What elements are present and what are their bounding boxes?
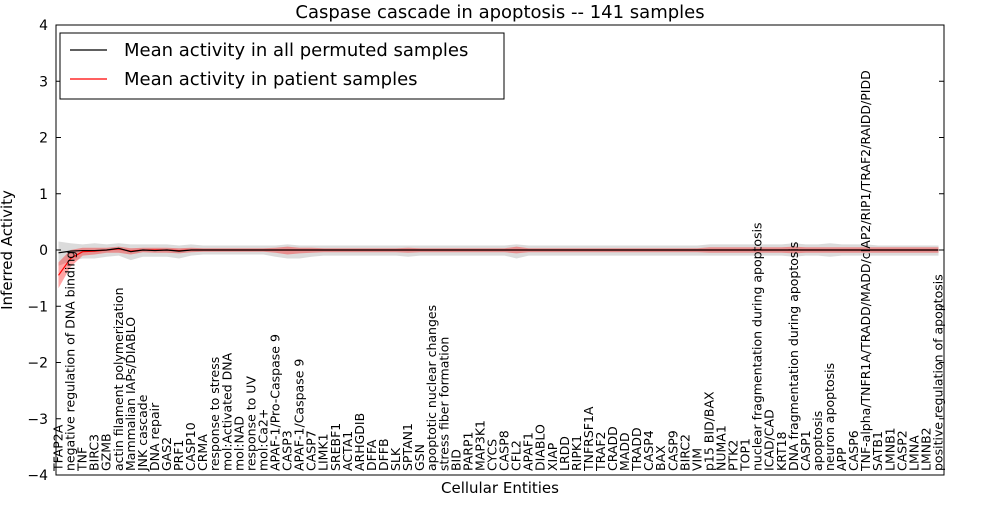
x-tick-label: APAF1: [521, 432, 536, 471]
x-tick-label: ACTA1: [340, 431, 355, 471]
y-tick-label: −1: [27, 299, 48, 315]
x-tick-label: TOP1: [738, 438, 753, 472]
y-tick-label: 4: [39, 18, 48, 34]
x-tick-label: mol:Activated DNA: [219, 352, 234, 471]
x-tick-label: LIMK1: [316, 433, 331, 471]
x-tick-label: GSN: [412, 444, 427, 471]
x-tick-label: NUMA1: [714, 425, 729, 471]
x-tick-label: CASP10: [183, 422, 198, 471]
y-tick-label: 1: [39, 187, 48, 203]
x-tick-label: response to UV: [243, 376, 258, 471]
x-tick-label: CFL2: [509, 440, 524, 471]
x-tick-label: PRF1: [171, 440, 186, 471]
x-tick-label: nuclear fragmentation during apoptosis: [750, 222, 765, 471]
y-axis-label: Inferred Activity: [0, 190, 16, 310]
x-tick-label: SREBF1: [328, 423, 343, 471]
x-tick-label: TNF-alpha/TNFR1A/TRADD/MADD/cIAP2/RIP1/T…: [858, 70, 873, 472]
x-tick-label: apoptotic nuclear changes: [424, 305, 439, 471]
x-tick-label: negative regulation of DNA binding: [63, 251, 78, 471]
x-tick-label: TRAF2: [593, 431, 608, 472]
y-tick-label: 2: [39, 131, 48, 147]
x-tick-label: CASP4: [641, 430, 656, 471]
x-tick-label: PARP1: [460, 432, 475, 471]
x-tick-label: LMNB2: [918, 427, 933, 471]
x-tick-label: XIAP: [545, 442, 560, 471]
y-tick-label: −4: [27, 468, 48, 484]
x-axis-label: Cellular Entities: [441, 479, 559, 497]
x-tick-label: CYCS: [484, 439, 499, 471]
x-tick-label: JNK cascade: [135, 394, 150, 472]
x-tick-label: GZMB: [99, 433, 114, 471]
x-tick-label: SPTAN1: [400, 423, 415, 471]
x-tick-label: PTK2: [726, 440, 741, 471]
x-tick-label: apoptosis: [810, 411, 825, 471]
y-ticks: −4 −3 −2 −1 0 1 2 3 4: [27, 18, 944, 484]
y-tick-label: 3: [39, 74, 48, 90]
x-tick-label: CASP3: [280, 430, 295, 471]
series-lines: [58, 247, 939, 276]
legend-box: [59, 32, 505, 100]
x-tick-label: CASP1: [798, 430, 813, 471]
x-tick-label: DFFA: [364, 439, 379, 471]
y-tick-label: 0: [39, 243, 48, 259]
x-tick-label: mol:Ca2+: [255, 409, 270, 471]
x-tick-label: DNA repair: [147, 402, 162, 471]
x-tick-label: BID: [448, 449, 463, 471]
x-tick-label: MADD: [617, 432, 632, 471]
x-tick-label: TNFRSF1A: [581, 406, 596, 472]
x-tick-label: BIRC2: [677, 434, 692, 471]
x-tick-label: DIABLO: [533, 424, 548, 471]
x-tick-label: CASP6: [846, 430, 861, 471]
x-tick-label: APAF-1/Caspase 9: [292, 359, 307, 471]
y-tick-label: −2: [27, 356, 48, 372]
band-patient: [58, 246, 939, 289]
plot-area-frame: [55, 24, 945, 476]
x-tick-label: TFAP2A: [51, 424, 66, 472]
chart-title: Caspase cascade in apoptosis -- 141 samp…: [295, 2, 704, 23]
x-tick-label: BAX: [653, 445, 668, 471]
x-tick-label: APP: [834, 447, 849, 471]
x-tick-label: response to stress: [207, 357, 222, 471]
y-tick-label: −3: [27, 412, 48, 428]
x-tick-label: CASP9: [665, 430, 680, 471]
x-tick-label: p15 BID/BAX: [701, 391, 716, 471]
x-tick-label: CASP7: [304, 430, 319, 471]
x-tick-label: LMNA: [906, 435, 921, 471]
x-tick-label: ARHGDIB: [352, 413, 367, 471]
confidence-bands: [58, 241, 939, 289]
x-tick-label: Mammalian IAPs/DIABLO: [123, 317, 138, 471]
x-tick-label: CRMA: [195, 434, 210, 471]
x-tick-label: MAP3K1: [472, 420, 487, 471]
x-tick-label: GAS2: [159, 437, 174, 471]
x-tick-label: CRADD: [605, 426, 620, 471]
x-tick-label: RIPK1: [569, 435, 584, 471]
x-tick-label: LRDD: [557, 436, 572, 471]
x-tick-label: TNF: [75, 447, 90, 472]
x-tick-label: APAF-1/Pro-Caspase 9: [267, 334, 282, 471]
x-tick-label: BIRC3: [87, 434, 102, 471]
x-tick-label: CASP8: [497, 430, 512, 471]
x-tick-label: TRADD: [629, 427, 644, 472]
x-tick-label: LMNB1: [882, 427, 897, 471]
x-tick-label: neuron apoptosis: [822, 363, 837, 471]
line-permuted: [58, 247, 939, 254]
x-tick-label: KRT18: [774, 431, 789, 471]
x-tick-label: mol:NAD: [231, 416, 246, 471]
x-tick-label: DFFB: [376, 438, 391, 471]
x-tick-label: stress fiber formation: [436, 337, 451, 471]
x-tick-label: DNA fragmentation during apoptosis: [786, 242, 801, 471]
x-tick-label: actin filament polymerization: [111, 287, 126, 471]
band-permuted: [58, 241, 939, 266]
legend-label-patient: Mean activity in patient samples: [124, 69, 418, 90]
x-tick-label: ICAD/CAD: [762, 409, 777, 471]
x-tick-label: SLK: [388, 447, 403, 471]
x-tick-label: VIM: [689, 448, 704, 471]
x-tick-label: CASP2: [894, 430, 909, 471]
x-tick-label: SATB1: [870, 431, 885, 471]
legend-label-permuted: Mean activity in all permuted samples: [124, 40, 468, 61]
x-tick-label: positive regulation of apoptosis: [931, 274, 946, 471]
legend: Mean activity in all permuted samples Me…: [59, 32, 505, 100]
